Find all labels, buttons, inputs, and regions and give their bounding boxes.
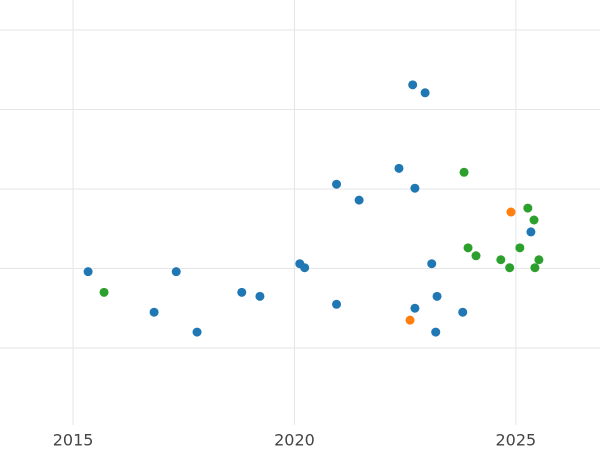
point: [529, 215, 539, 225]
point: [515, 243, 525, 253]
point: [458, 307, 468, 317]
point: [83, 267, 93, 277]
point: [459, 167, 469, 177]
point: [471, 251, 481, 261]
point: [463, 243, 473, 253]
point: [526, 227, 536, 237]
x-tick-label: 2020: [274, 431, 315, 450]
point: [431, 327, 441, 337]
point: [523, 203, 533, 213]
point: [192, 327, 202, 337]
point: [410, 183, 420, 193]
point: [506, 207, 516, 217]
point: [394, 163, 404, 173]
point: [420, 88, 430, 98]
point: [237, 287, 247, 297]
point: [300, 263, 310, 273]
point: [405, 315, 415, 325]
point: [505, 263, 515, 273]
point: [534, 255, 544, 265]
point: [171, 267, 181, 277]
point: [332, 179, 342, 189]
x-tick-label: 2015: [53, 431, 94, 450]
x-tick-label: 2025: [496, 431, 537, 450]
point: [332, 299, 342, 309]
point: [99, 287, 109, 297]
point: [432, 291, 442, 301]
point: [427, 259, 437, 269]
point: [149, 307, 159, 317]
point: [354, 195, 364, 205]
point: [530, 263, 540, 273]
point: [496, 255, 506, 265]
point: [255, 291, 265, 301]
point: [410, 303, 420, 313]
point: [408, 80, 418, 90]
